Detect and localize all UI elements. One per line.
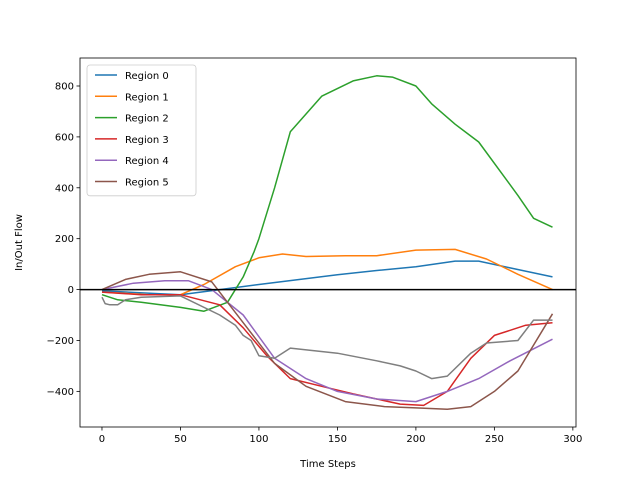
- x-tick-label: 300: [563, 434, 582, 445]
- legend-entry: Region 3: [125, 135, 169, 146]
- legend-entry: Region 4: [125, 156, 169, 167]
- y-tick-label: −200: [47, 336, 74, 347]
- legend-entry: Region 5: [125, 178, 169, 189]
- x-tick-label: 200: [406, 434, 425, 445]
- legend-entry: Region 0: [125, 71, 169, 82]
- plot-frame: [79, 57, 577, 428]
- legend: Region 0 Region 1 Region 2 Region 3 Region 4…: [86, 64, 197, 197]
- y-tick-label: 800: [55, 81, 74, 92]
- x-axis-label: Time Steps: [299, 459, 356, 470]
- x-tick-label: 0: [99, 434, 105, 445]
- y-tick-label: −400: [47, 387, 74, 398]
- y-axis-ticks: −400 −200 0 200 400 600 800: [47, 81, 80, 398]
- series-line-2: [101, 75, 553, 312]
- x-axis-ticks: 0 50 100 150 200 250 300: [99, 427, 582, 445]
- legend-entry: Region 1: [125, 92, 169, 103]
- series-line-4: [101, 279, 553, 403]
- y-axis-label: In/Out Flow: [14, 214, 25, 271]
- x-tick-label: 50: [174, 434, 187, 445]
- y-tick-label: 600: [55, 132, 74, 143]
- series-line-0: [101, 260, 553, 296]
- legend-box: [86, 64, 197, 197]
- legend-entry: Region 2: [125, 114, 169, 125]
- series-line-6: [101, 295, 553, 380]
- y-tick-label: 400: [55, 183, 74, 194]
- series-line-1: [101, 248, 553, 296]
- x-tick-label: 250: [485, 434, 504, 445]
- y-tick-label: 0: [68, 285, 74, 296]
- y-tick-label: 200: [55, 234, 74, 245]
- x-tick-label: 150: [328, 434, 347, 445]
- series-line-5: [101, 271, 554, 410]
- x-tick-label: 100: [249, 434, 268, 445]
- plot-lines: [101, 75, 554, 410]
